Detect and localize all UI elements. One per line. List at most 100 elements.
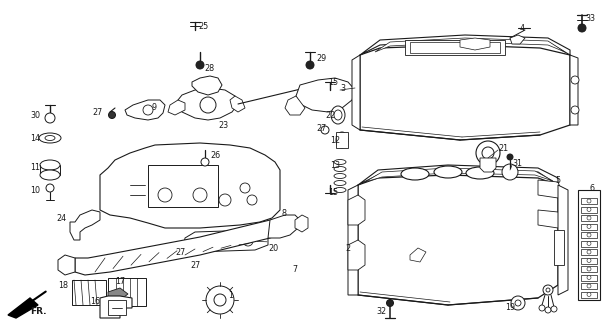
Text: 13: 13 [330,161,340,170]
Polygon shape [100,143,280,228]
Circle shape [511,296,525,310]
Text: 30: 30 [30,110,40,119]
Bar [336,132,348,148]
Text: 2: 2 [345,244,350,252]
Text: 29: 29 [316,53,326,62]
Ellipse shape [40,170,60,180]
Circle shape [587,259,591,262]
Circle shape [587,276,591,279]
Ellipse shape [40,160,60,170]
Text: 21: 21 [498,143,508,153]
Polygon shape [75,220,285,275]
Polygon shape [538,180,562,198]
Text: 11: 11 [30,163,40,172]
Circle shape [578,24,586,32]
Polygon shape [480,158,496,172]
Circle shape [196,61,204,69]
Text: 24: 24 [56,213,66,222]
Text: 27: 27 [92,108,102,116]
Circle shape [306,61,314,69]
Polygon shape [360,35,570,55]
Text: 25: 25 [198,21,208,30]
Polygon shape [183,230,268,252]
Polygon shape [285,96,305,115]
Text: 31: 31 [512,158,522,167]
Bar [148,165,218,207]
Circle shape [321,126,329,134]
Ellipse shape [334,159,346,164]
Ellipse shape [434,166,462,178]
Text: 8: 8 [282,209,287,218]
Circle shape [507,154,513,160]
Text: 26: 26 [210,150,220,159]
Circle shape [502,164,518,180]
Text: 14: 14 [30,133,40,142]
Polygon shape [570,55,578,125]
Ellipse shape [45,135,55,140]
Polygon shape [295,215,308,232]
Bar [410,42,500,53]
Text: 19: 19 [505,303,515,313]
Bar [581,223,597,229]
Bar [581,249,597,255]
Text: 27: 27 [316,124,326,132]
Text: 16: 16 [90,298,100,307]
Text: 9: 9 [152,102,157,111]
Text: 27: 27 [190,260,200,269]
Circle shape [587,233,591,237]
Text: 23: 23 [218,121,228,130]
Bar [581,258,597,263]
Circle shape [571,106,579,114]
Circle shape [45,113,55,123]
Polygon shape [100,296,132,318]
Bar [581,198,597,204]
Circle shape [482,147,494,159]
Text: 33: 33 [585,13,595,22]
Circle shape [201,158,209,166]
Ellipse shape [336,132,348,148]
Ellipse shape [401,168,429,180]
Bar [581,232,597,238]
Circle shape [545,307,551,313]
Circle shape [387,300,393,307]
Circle shape [539,305,545,311]
Bar [405,40,505,55]
Circle shape [587,250,591,254]
Polygon shape [352,55,360,130]
Polygon shape [168,100,185,115]
Circle shape [46,184,54,192]
Text: 3: 3 [340,84,345,92]
Polygon shape [125,100,165,120]
Text: 28: 28 [204,63,214,73]
Circle shape [587,199,591,203]
Bar [581,241,597,246]
Ellipse shape [334,166,346,172]
Circle shape [543,285,553,295]
Ellipse shape [334,173,346,179]
Polygon shape [58,255,75,275]
Ellipse shape [334,110,342,120]
Circle shape [476,141,500,165]
Circle shape [587,225,591,228]
Polygon shape [365,168,553,182]
Text: 17: 17 [115,277,125,286]
Text: 22: 22 [325,110,335,119]
Polygon shape [510,35,525,44]
Polygon shape [192,76,222,95]
Circle shape [587,207,591,212]
Circle shape [587,292,591,297]
Circle shape [108,111,116,118]
Polygon shape [230,96,245,112]
Circle shape [515,300,521,306]
Text: 20: 20 [268,244,278,252]
Polygon shape [296,78,355,112]
Polygon shape [538,210,562,228]
Bar [581,215,597,221]
Text: 6: 6 [590,183,595,193]
Polygon shape [348,240,365,270]
Circle shape [571,76,579,84]
Text: 15: 15 [328,188,338,196]
Ellipse shape [334,188,346,193]
Ellipse shape [466,167,494,179]
Ellipse shape [334,180,346,186]
